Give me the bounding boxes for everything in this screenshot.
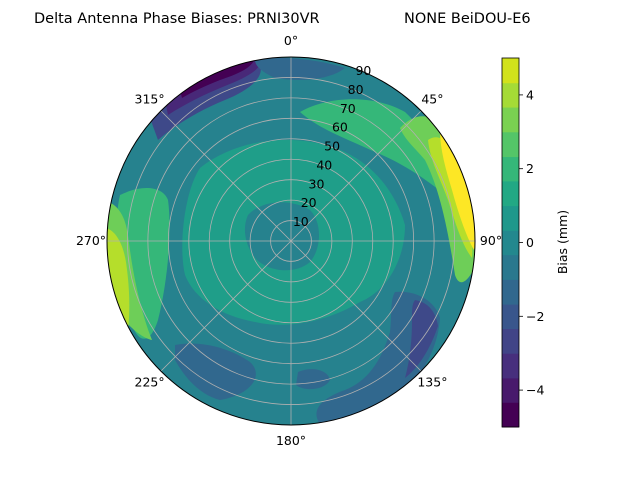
contour-region-top-left-min	[180, 58, 255, 98]
chart-title-right: NONE BeiDOU-E6	[404, 11, 531, 27]
colorbar-band-10	[502, 156, 519, 182]
angle-labels: 0° 45° 90° 135° 180° 225° 270° 315°	[76, 33, 502, 448]
colorbar-tick-label-0: 4	[526, 87, 534, 102]
angle-label-45: 45°	[421, 92, 443, 107]
colorbar-band-9	[502, 180, 519, 207]
angle-label-315: 315°	[135, 92, 165, 107]
colorbar-tick-label-3: −2	[526, 309, 544, 324]
angle-label-0: 0°	[284, 33, 298, 48]
contour-region-right-peak	[440, 130, 475, 250]
grid-spoke-225	[160, 240, 292, 372]
radial-labels: 10 20 30 40 50 60 70 80 90	[293, 63, 372, 229]
chart-title-left: Delta Antenna Phase Biases: PRNI30VR	[34, 11, 320, 27]
radial-label-40: 40	[316, 157, 332, 172]
radial-label-80: 80	[348, 82, 364, 97]
colorbar-tick-label-1: 2	[526, 161, 534, 176]
colorbar-band-4	[502, 304, 519, 329]
angle-label-225: 225°	[135, 374, 165, 389]
colorbar-band-8	[502, 205, 519, 231]
colorbar-band-13	[502, 82, 519, 108]
radial-label-50: 50	[324, 139, 340, 154]
radial-label-70: 70	[340, 101, 356, 116]
polar-plot-area: 0° 45° 90° 135° 180° 225° 270° 315° 10 20 30 40 50 6…	[76, 33, 502, 448]
colorbar-label: Bias (mm)	[555, 210, 570, 274]
contour-region-bottom-low	[175, 343, 256, 400]
colorbar-tick-label-2: 0	[526, 235, 534, 250]
angle-label-270: 270°	[76, 233, 106, 248]
colorbar-band-0	[502, 402, 519, 428]
contour-region-top-band	[255, 57, 345, 80]
colorbar-band-3	[502, 328, 519, 354]
colorbar-band-7	[502, 230, 519, 256]
colorbar-tick-label-4: −4	[526, 383, 544, 398]
colorbar-bands	[502, 58, 519, 428]
angle-label-180: 180°	[276, 433, 306, 448]
contour-region-left-peak	[107, 228, 130, 330]
colorbar-band-5	[502, 279, 519, 305]
grid-spoke-135	[290, 240, 422, 372]
colorbar-band-14	[502, 58, 519, 84]
radial-label-30: 30	[309, 176, 325, 191]
grid-spoke-45	[290, 110, 422, 242]
angle-label-135: 135°	[417, 374, 447, 389]
polar-grid	[107, 57, 475, 425]
radial-label-90: 90	[355, 63, 371, 78]
radial-label-60: 60	[332, 120, 348, 135]
radial-label-10: 10	[293, 214, 309, 229]
radial-label-20: 20	[301, 195, 317, 210]
colorbar: 4 2 0 −2 −4 Bias (mm)	[501, 57, 570, 428]
contour-region-right-high	[428, 137, 473, 258]
grid-spoke-315	[160, 110, 292, 242]
colorbar-band-1	[502, 377, 519, 403]
colorbar-band-11	[502, 131, 519, 158]
contour-region-center-low	[244, 202, 319, 271]
contour-region-lower-right-low	[316, 291, 440, 424]
colorbar-band-12	[502, 107, 519, 133]
colorbar-band-2	[502, 353, 519, 379]
angle-label-90: 90°	[480, 233, 502, 248]
contour-region-bottom-lobe	[296, 369, 330, 390]
polar-outline	[106, 56, 476, 426]
colorbar-ticks: 4 2 0 −2 −4	[519, 87, 544, 398]
colorbar-band-6	[502, 254, 519, 280]
